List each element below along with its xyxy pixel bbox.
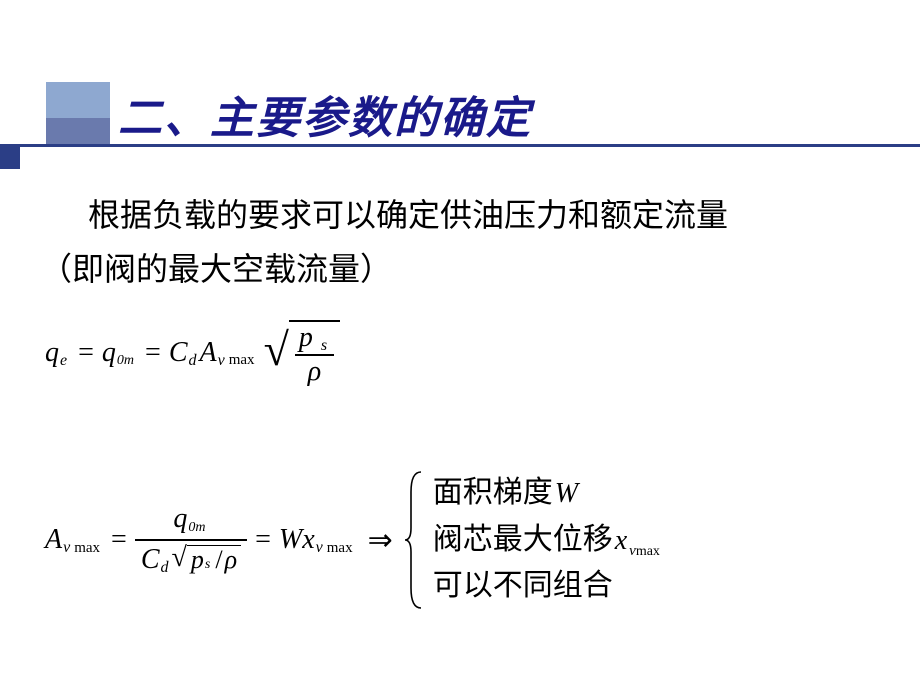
brace-line2-sub-max: max: [636, 541, 660, 563]
sub-e: e: [60, 352, 67, 370]
sqrt-ps-rho-inline: √ p s / ρ: [172, 545, 242, 575]
sub-v: v: [218, 352, 225, 370]
sub-s-2: s: [205, 557, 210, 572]
brace-line1-text: 面积梯度: [433, 470, 553, 517]
title-decoration-arm: [46, 118, 110, 144]
equals-2: =: [145, 337, 161, 369]
brace-line1: 面积梯度 W: [433, 470, 660, 517]
brace-line2-sub-v: v: [629, 540, 636, 563]
var-C: C: [169, 337, 188, 369]
sub-max-2: max: [74, 540, 100, 557]
var-q: q: [45, 337, 59, 369]
fraction-q0m-over-Cd-sqrt: q 0m C d √ p s / ρ: [135, 504, 247, 575]
slash: /: [215, 546, 222, 575]
var-p-2: p: [191, 546, 204, 575]
var-W: W: [279, 524, 302, 556]
var-A-2: A: [45, 524, 62, 556]
brace-line3: 可以不同组合: [433, 563, 660, 610]
sub-0m: 0m: [117, 353, 134, 369]
sub-0m-2: 0m: [188, 520, 205, 535]
formula-Avmax: A v max = q 0m C d √ p s / ρ: [45, 470, 660, 610]
sub-v-3: v: [316, 539, 323, 557]
var-q-2: q: [102, 337, 116, 369]
var-p: p: [299, 322, 313, 353]
equals-1: =: [78, 337, 94, 369]
sub-max-3: max: [327, 540, 353, 557]
brace-line2-x: x: [615, 519, 627, 562]
sub-s: s: [321, 337, 327, 354]
slide-title: 二、主要参数的确定: [118, 82, 532, 146]
brace-line2: 阀芯最大位移 x v max: [433, 517, 660, 564]
implies-arrow-icon: ⇒: [368, 523, 393, 558]
brace-line2-text: 阀芯最大位移: [433, 517, 613, 564]
left-brace-icon: [405, 470, 427, 610]
sub-v-2: v: [63, 539, 70, 557]
sub-max: max: [229, 352, 255, 369]
equals-3: =: [111, 524, 127, 556]
radical-icon: √: [264, 334, 289, 400]
radical-icon-2: √: [172, 545, 187, 570]
title-decoration-accent: [0, 144, 20, 169]
sub-d-2: d: [161, 559, 169, 577]
equals-4: =: [255, 524, 271, 556]
var-rho-2: ρ: [225, 546, 237, 575]
brace-line1-W: W: [555, 472, 578, 515]
brace-group: 面积梯度 W 阀芯最大位移 x v max 可以不同组合: [405, 470, 660, 610]
brace-line3-text: 可以不同组合: [433, 563, 613, 610]
sub-d: d: [189, 352, 197, 370]
var-rho: ρ: [304, 358, 325, 386]
var-x: x: [302, 524, 314, 556]
var-A: A: [200, 337, 217, 369]
var-q-3: q: [173, 504, 187, 535]
slide-header: 二、主要参数的确定: [0, 0, 920, 150]
formula-qe: q e = q 0m = C d A v max √ p s ρ: [45, 320, 340, 386]
var-C-2: C: [141, 545, 160, 576]
sqrt-ps-over-rho: √ p s ρ: [264, 320, 340, 386]
body-paragraph-line1: 根据负载的要求可以确定供油压力和额定流量: [40, 188, 880, 242]
fraction-ps-rho: p s ρ: [295, 324, 334, 386]
body-paragraph-line2: （即阀的最大空载流量）: [40, 242, 880, 296]
